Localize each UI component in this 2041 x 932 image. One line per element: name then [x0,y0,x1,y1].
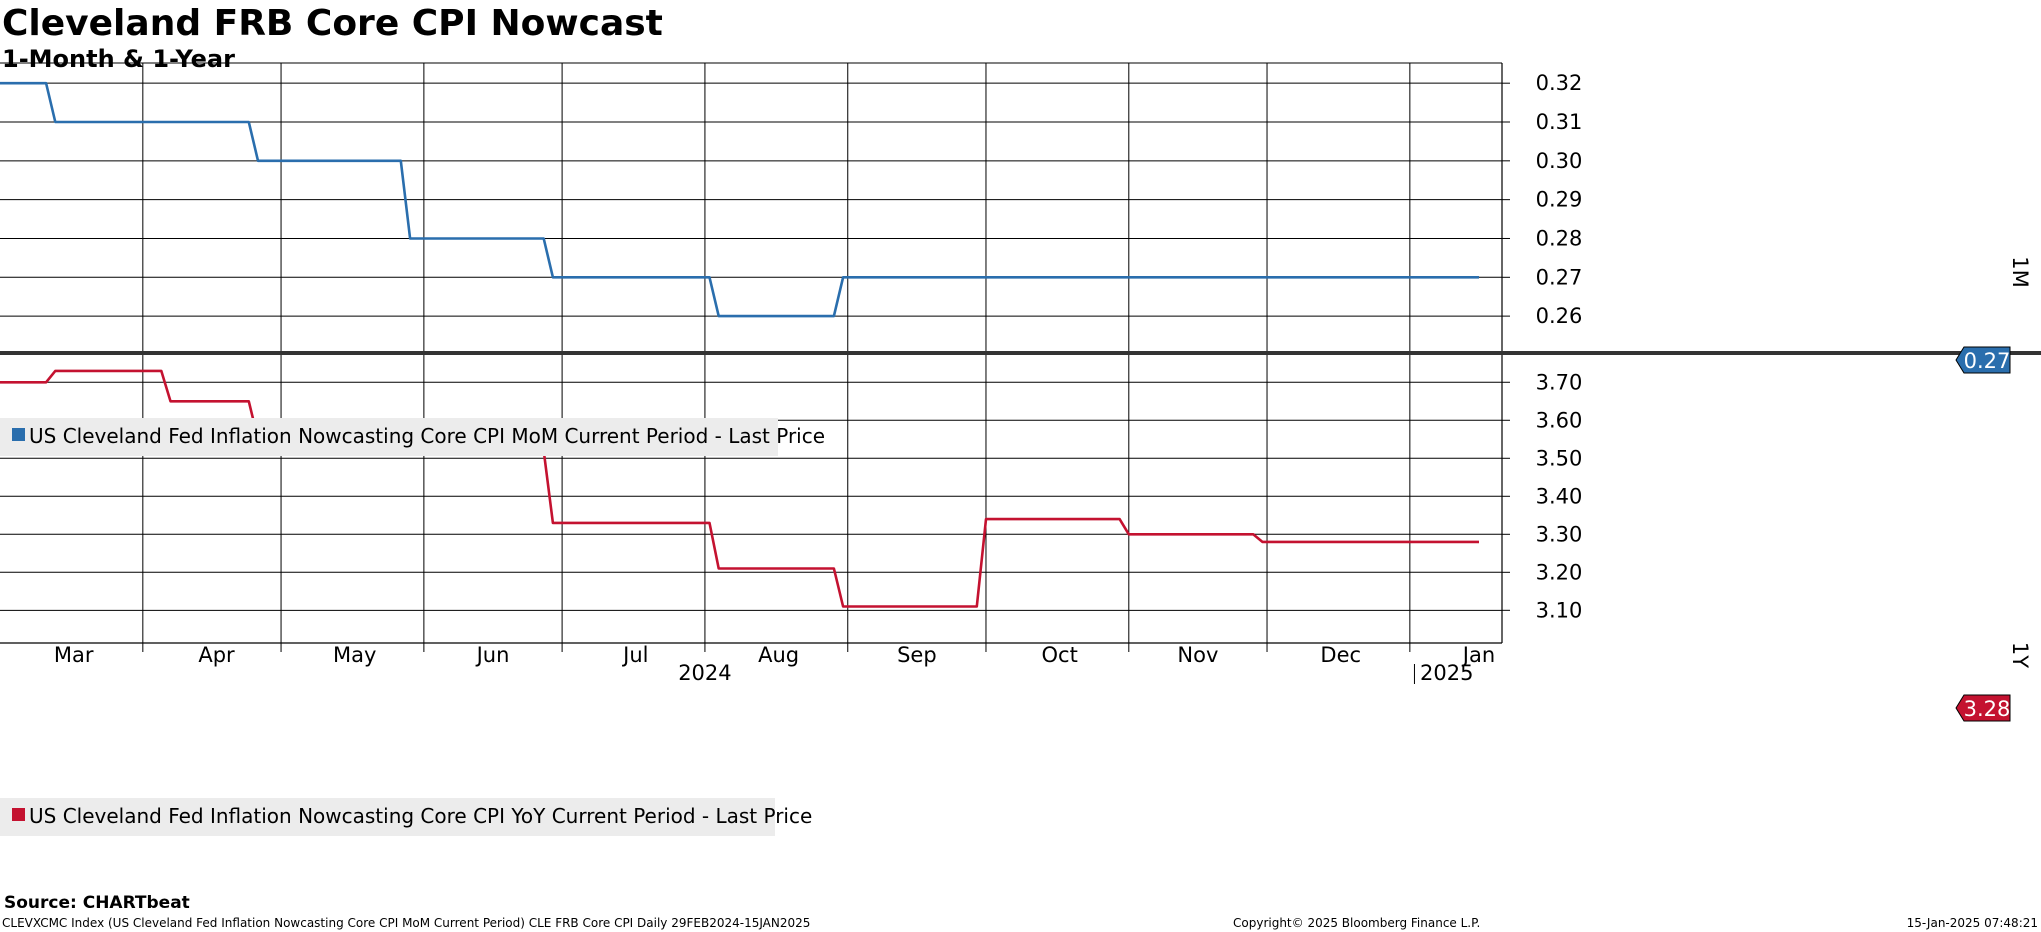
badge-mom-value: 0.27 [1964,349,2011,373]
series-line-mom [0,81,1479,318]
legend-yoy-box [0,798,775,836]
ytick-label-0-3: 0.29 [1536,188,1583,212]
badge-yoy-value: 3.28 [1964,697,2011,721]
ytick-label-1-5: 3.60 [1536,408,1583,432]
badge-yoy-shape [1955,694,2011,722]
ytick-label-1-0: 3.10 [1536,598,1583,622]
xtick-label-8: Nov [1177,643,1218,667]
x-axis: Mar Apr May Jun Jul Aug Sep Oct Nov Dec Jan 2024 202… [54,643,1495,685]
legend-mom-box [0,418,778,456]
legend-mom-label: US Cleveland Fed Inflation Nowcasting Co… [29,424,825,448]
footer-timestamp: 15-Jan-2025 07:48:21 [1907,916,2038,930]
ytick-label-1-1: 3.20 [1536,560,1583,584]
legend-yoy: US Cleveland Fed Inflation Nowcasting Co… [0,798,812,836]
ytick-label-0-1: 0.27 [1536,265,1583,289]
y-axes: 0.26 0.27 0.28 0.29 0.30 0.31 0.32 3.10 3.20 3.30… [1502,71,1582,622]
xtick-label-0: Mar [54,643,94,667]
ytick-label-0-4: 0.30 [1536,149,1583,173]
last-value-badge-mom: 0.27 [1955,346,2011,374]
xtick-label-10: Jan [1461,643,1495,667]
plot-frame [0,62,2041,644]
badge-mom-shape [1955,346,2011,374]
xtick-label-2: May [333,643,376,667]
ytick-label-1-2: 3.30 [1536,522,1583,546]
series-line-yoy [0,369,1479,608]
footer-description: CLEVXCMC Index (US Cleveland Fed Inflati… [2,916,810,930]
ytick-label-0-2: 0.28 [1536,226,1583,250]
panel-label-1m: 1M [2008,256,2032,287]
chart-title: Cleveland FRB Core CPI Nowcast [2,3,663,44]
legend-yoy-label: US Cleveland Fed Inflation Nowcasting Co… [29,804,812,828]
ytick-label-0-0: 0.26 [1536,304,1583,328]
xtick-label-7: Oct [1042,643,1078,667]
legend-mom: US Cleveland Fed Inflation Nowcasting Co… [0,418,825,456]
ytick-label-0-6: 0.32 [1536,71,1583,95]
ytick-label-0-5: 0.31 [1536,110,1583,134]
year-label-1: 2025 [1420,661,1473,685]
panel-label-1y: 1Y [2008,642,2032,668]
xtick-label-4: Jul [621,643,648,667]
footer-source: Source: CHARTbeat [4,893,190,913]
last-value-badge-yoy: 3.28 [1955,694,2011,722]
gridlines [0,63,1502,643]
xtick-label-5: Aug [758,643,799,667]
xtick-label-3: Jun [475,643,510,667]
chart-subtitle: 1-Month & 1-Year [2,45,235,73]
xtick-label-1: Apr [198,643,235,667]
legend-mom-swatch [12,428,25,441]
xtick-label-6: Sep [897,643,937,667]
year-label-0: 2024 [678,661,731,685]
xtick-label-9: Dec [1320,643,1361,667]
legend-yoy-swatch [12,808,25,821]
footer-copyright: Copyright© 2025 Bloomberg Finance L.P. [1233,916,1480,930]
ytick-label-1-4: 3.50 [1536,446,1583,470]
ytick-label-1-3: 3.40 [1536,484,1583,508]
series-lines [0,81,1479,608]
ytick-label-1-6: 3.70 [1536,370,1583,394]
